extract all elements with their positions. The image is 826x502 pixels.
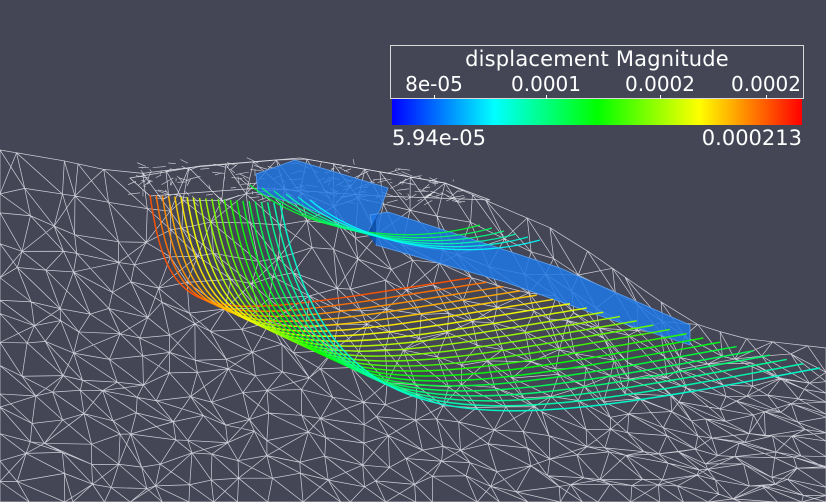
colormap-gradient bbox=[392, 99, 802, 125]
streamline bbox=[254, 201, 754, 392]
streamline bbox=[242, 200, 721, 382]
scalar-bar-range-min: 5.94e-05 bbox=[392, 126, 486, 150]
streamline bbox=[260, 201, 771, 397]
scalar-bar-tick-label: 0.0002 bbox=[731, 72, 801, 96]
scalar-bar-tick-label: 0.0002 bbox=[625, 72, 695, 96]
streamline bbox=[155, 195, 487, 313]
streamline bbox=[273, 202, 804, 407]
streamline bbox=[266, 202, 787, 402]
lower-block bbox=[369, 211, 691, 346]
scalar-bar-tick-mark bbox=[766, 95, 767, 99]
streamline bbox=[309, 199, 541, 251]
scalar-bar-tick-label: 0.0001 bbox=[511, 72, 581, 96]
scalar-bar-legend[interactable]: displacement Magnitude 8e-05 0.0001 0.00… bbox=[390, 45, 804, 151]
scalar-bar-frame bbox=[390, 45, 804, 99]
streamline bbox=[285, 193, 517, 245]
scalar-bar-tick-label: 8e-05 bbox=[405, 72, 463, 96]
streamline bbox=[279, 202, 821, 412]
streamline bbox=[235, 200, 704, 377]
scalar-bar-title: displacement Magnitude bbox=[465, 47, 729, 71]
scalar-bar-tick-mark bbox=[546, 95, 547, 99]
streamline bbox=[174, 196, 537, 328]
streamline bbox=[273, 190, 505, 242]
berm-outline bbox=[129, 157, 491, 201]
displaced-blocks bbox=[255, 159, 691, 346]
scalar-bar-tick-mark bbox=[660, 95, 661, 99]
streamline bbox=[161, 195, 504, 318]
block-joint-face bbox=[367, 210, 380, 245]
streamline bbox=[297, 196, 529, 248]
streamline bbox=[248, 200, 737, 387]
scalar-bar-range-max: 0.000213 bbox=[701, 126, 802, 150]
streamline bbox=[180, 196, 554, 332]
mesh-edges bbox=[0, 149, 826, 502]
streamline bbox=[229, 199, 687, 372]
streamline bbox=[217, 199, 654, 362]
streamline bbox=[198, 197, 604, 347]
scalar-bar-tick-mark bbox=[434, 95, 435, 99]
displacement-streamlines bbox=[149, 184, 821, 412]
wireframe-mesh bbox=[0, 149, 826, 502]
